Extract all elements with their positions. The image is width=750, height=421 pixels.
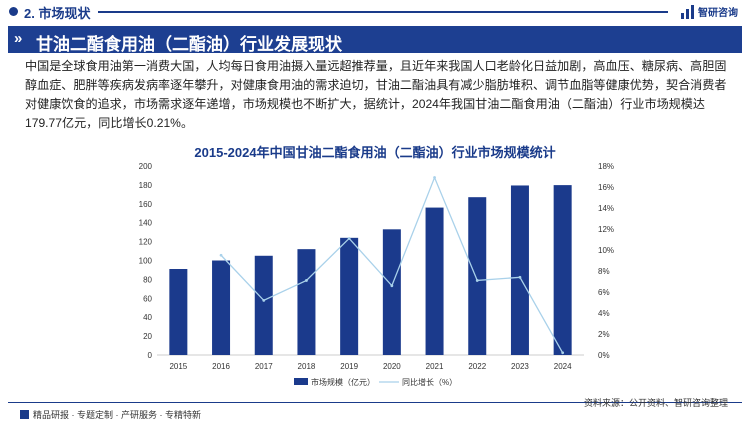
- footer-divider: [8, 402, 742, 403]
- legend-line-label: 同比增长（%）: [402, 377, 457, 387]
- y-left-tick-label: 200: [139, 162, 153, 171]
- footer-tagline: 精品研报 · 专题定制 · 产研服务 · 专精特新: [20, 408, 201, 421]
- footer-tagline-text: 精品研报 · 专题定制 · 产研服务 · 专精特新: [33, 410, 201, 420]
- bar: [212, 260, 231, 355]
- y-left-tick-label: 80: [143, 275, 152, 284]
- x-tick-label: 2020: [383, 362, 401, 371]
- section-title: 2. 市场现状: [24, 6, 91, 21]
- x-tick-label: 2022: [468, 362, 486, 371]
- y-right-tick-label: 16%: [598, 183, 614, 192]
- bar: [254, 255, 273, 355]
- growth-point: [561, 351, 565, 355]
- growth-point: [219, 253, 223, 257]
- x-tick-label: 2015: [169, 362, 187, 371]
- x-tick-label: 2021: [426, 362, 444, 371]
- bar: [340, 237, 359, 355]
- y-right-tick-label: 12%: [598, 225, 614, 234]
- logo-bars-icon: [681, 4, 695, 19]
- y-right-tick-label: 18%: [598, 162, 614, 171]
- growth-point: [305, 279, 308, 282]
- x-tick-label: 2018: [298, 362, 316, 371]
- bar: [382, 229, 401, 355]
- growth-point: [262, 299, 266, 302]
- x-tick-label: 2023: [511, 362, 529, 371]
- section-dot-icon: [9, 7, 18, 16]
- y-right-tick-label: 4%: [598, 309, 610, 318]
- title-banner: » 甘油二酯食用油（二酯油）行业发展现状: [8, 26, 742, 54]
- source-note: 资料来源：公开资料、智研咨询整理: [583, 398, 728, 408]
- y-left-tick-label: 40: [143, 313, 152, 322]
- y-right-tick-label: 14%: [598, 204, 614, 213]
- legend-bar-swatch: [294, 378, 308, 385]
- double-chevron-icon: »: [14, 30, 23, 47]
- y-left-tick-label: 20: [143, 332, 152, 341]
- growth-point: [390, 284, 394, 288]
- logo-text: 智研咨询: [698, 8, 738, 19]
- y-left-tick-label: 140: [139, 219, 153, 228]
- x-tick-label: 2016: [212, 362, 230, 371]
- y-right-tick-label: 6%: [598, 288, 610, 297]
- body-paragraph: 中国是全球食用油第一消费大国，人均每日食用油摄入量远超推荐量，且近年来我国人口老…: [25, 59, 727, 130]
- growth-point: [433, 176, 436, 179]
- y-left-tick-label: 60: [143, 294, 152, 303]
- brand-logo: 智研咨询: [681, 4, 738, 19]
- legend-bar-label: 市场规模（亿元）: [311, 377, 375, 387]
- y-right-tick-label: 2%: [598, 330, 610, 339]
- growth-point: [518, 275, 522, 279]
- y-left-tick-label: 180: [139, 181, 153, 190]
- growth-point: [347, 237, 351, 240]
- y-right-tick-label: 0%: [598, 351, 610, 360]
- top-header: 2. 市场现状 智研咨询: [0, 0, 750, 24]
- y-left-tick-label: 100: [139, 257, 153, 266]
- y-left-tick-label: 0: [148, 351, 153, 360]
- y-right-tick-label: 10%: [598, 246, 614, 255]
- growth-point: [475, 279, 479, 282]
- bar: [553, 185, 572, 355]
- bar: [468, 197, 487, 355]
- header-divider: [98, 11, 668, 13]
- bar: [297, 249, 316, 355]
- bar: [169, 269, 188, 355]
- banner-title: 甘油二酯食用油（二酯油）行业发展现状: [36, 35, 342, 54]
- footer-logo-icon: [20, 410, 29, 419]
- bar: [510, 185, 529, 355]
- y-left-tick-label: 120: [139, 238, 153, 247]
- y-right-tick-label: 8%: [598, 267, 610, 276]
- x-tick-label: 2024: [554, 362, 572, 371]
- x-tick-label: 2019: [340, 362, 358, 371]
- x-tick-label: 2017: [255, 362, 273, 371]
- y-left-tick-label: 160: [139, 200, 153, 209]
- bar: [425, 207, 444, 355]
- chart-title: 2015-2024年中国甘油二酯食用油（二酯油）行业市场规模统计: [194, 145, 556, 160]
